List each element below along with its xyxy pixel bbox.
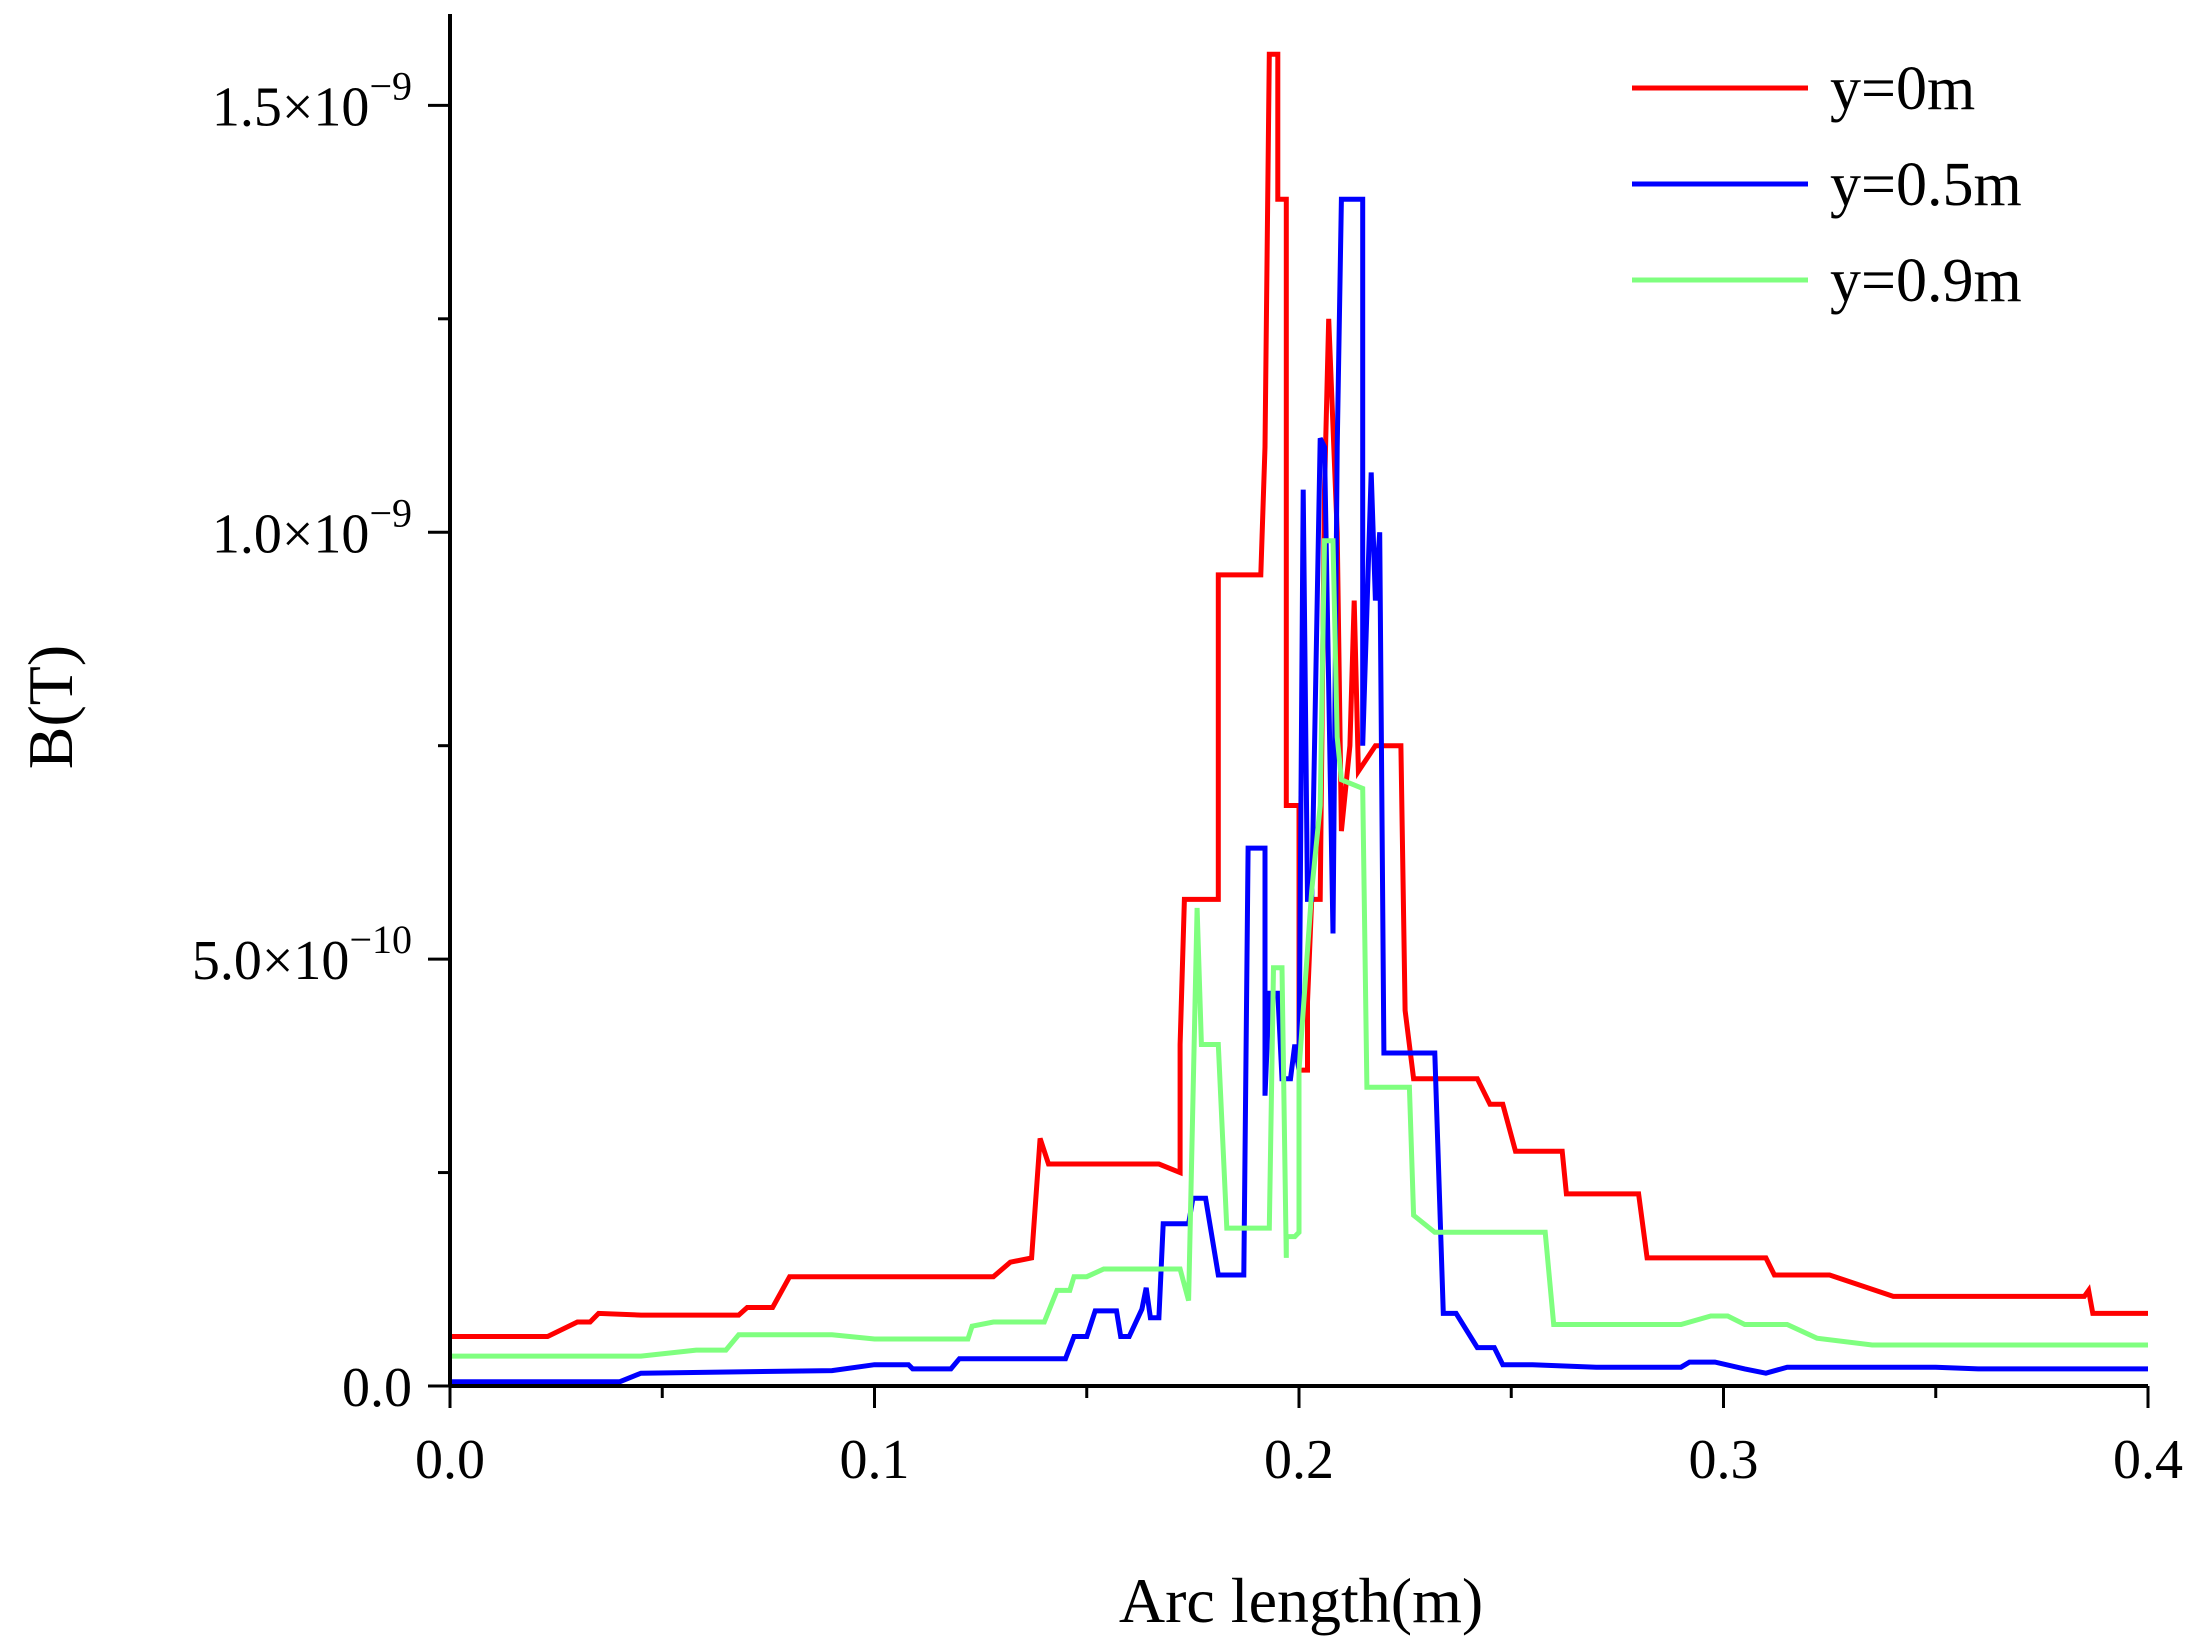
y-axis-title: B(T) [15, 645, 86, 769]
y-tick-mantissa: 5.0×10 [192, 930, 350, 992]
x-tick-label: 0.2 [1264, 1429, 1334, 1491]
series-line-3 [450, 538, 2148, 1359]
y-tick-mantissa: 1.5×10 [212, 76, 370, 138]
y-tick-mantissa: 0.0 [342, 1357, 412, 1419]
y-tick-label: 0.0 [342, 1357, 412, 1419]
x-tick-label: 0.0 [415, 1429, 485, 1491]
y-tick-label: 1.0×10−9 [212, 490, 412, 565]
legend-label: y=0.9m [1830, 247, 2022, 315]
y-tick-exponent: −9 [369, 490, 412, 535]
legend-label: y=0m [1830, 55, 1975, 123]
x-tick-label: 0.4 [2113, 1429, 2183, 1491]
axes-layer: 0.0 0.1 0.2 0.3 0.40.05.0×10−101.0×10−91.5×1… [15, 14, 2183, 1636]
y-tick-label: 1.5×10−9 [212, 63, 412, 138]
x-axis-title: Arc length(m) [1119, 1565, 1483, 1636]
x-tick-label: 0.3 [1689, 1429, 1759, 1491]
series-line-2 [450, 196, 2148, 1385]
y-tick-exponent: −10 [349, 917, 412, 962]
legend-label: y=0.5m [1830, 151, 2022, 219]
x-tick-label: 0.1 [840, 1429, 910, 1491]
y-tick-label: 5.0×10−10 [192, 917, 412, 992]
series-layer [450, 51, 2148, 1385]
y-tick-exponent: −9 [369, 63, 412, 108]
series-line-1 [450, 51, 2148, 1339]
y-tick-mantissa: 1.0×10 [212, 503, 370, 565]
legend: y=0m y=0.5m y=0.9m [1632, 55, 2022, 315]
